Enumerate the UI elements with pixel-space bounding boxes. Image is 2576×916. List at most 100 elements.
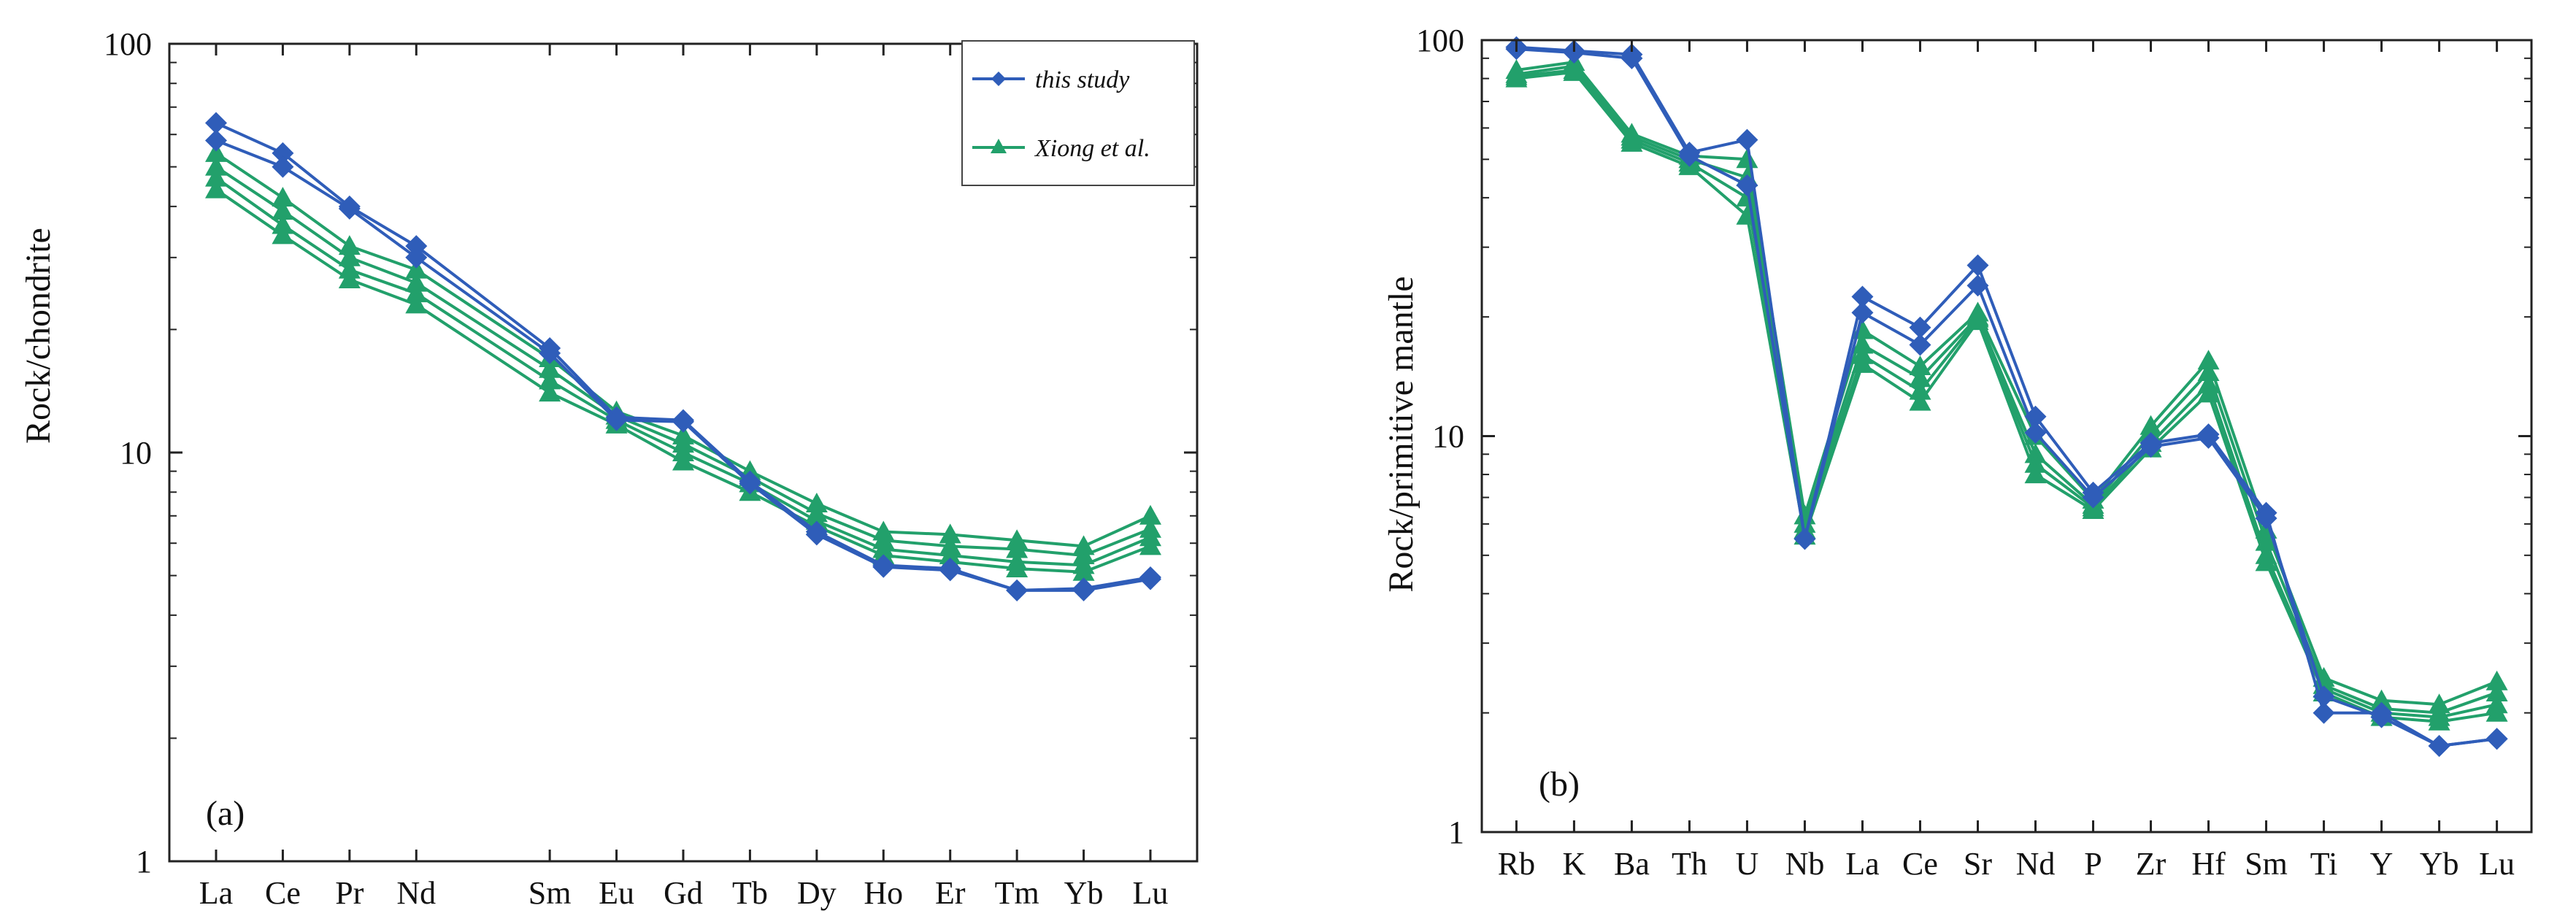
data-point-diamond (939, 559, 961, 582)
data-point-diamond (1736, 128, 1758, 151)
data-point-triangle (1736, 186, 1758, 207)
panel-a-x-tick-label-dy: Dy (797, 875, 837, 911)
panel-b-x-tick-label-rb: Rb (1498, 846, 1535, 882)
data-point-triangle (539, 358, 561, 378)
legend-box (961, 40, 1195, 186)
panel-b-x-tick-label-yb: Yb (2420, 846, 2459, 882)
data-point-triangle (2197, 361, 2220, 381)
data-point-triangle (272, 200, 294, 220)
panel-b-x-tick-label-k: K (1563, 846, 1586, 882)
panel-b-y-axis-label: Rock/primitive mantle (1382, 276, 1420, 592)
panel-b-x-tick-label-th: Th (1672, 846, 1707, 882)
data-point-triangle (1851, 353, 1874, 373)
panel-b-x-tick-label-zr: Zr (2136, 846, 2166, 882)
panel-a-y-tick-label: 100 (104, 26, 152, 62)
panel-a-legend: this study Xiong et al. (961, 40, 1195, 186)
legend-xiong-marker (991, 139, 1007, 153)
data-point-diamond (2370, 706, 2393, 728)
data-point-diamond (1072, 579, 1095, 601)
data-point-triangle (405, 293, 428, 314)
data-point-triangle (405, 272, 428, 292)
data-point-triangle (1909, 390, 1931, 411)
data-point-triangle (1139, 504, 1161, 525)
data-point-diamond (405, 246, 428, 269)
data-point-diamond (272, 155, 294, 178)
series-line (1516, 69, 2498, 719)
data-point-diamond (205, 112, 227, 134)
data-point-diamond (1006, 579, 1029, 601)
data-point-triangle (1909, 355, 1931, 375)
data-point-triangle (1736, 148, 1758, 169)
data-point-diamond (272, 142, 294, 164)
data-point-triangle (2485, 701, 2508, 722)
panel-a-y-axis-label: Rock/chondrite (19, 228, 58, 444)
data-point-triangle (2197, 382, 2220, 403)
panel-b-series-this-study-1 (1505, 38, 2508, 758)
panel-b-x-tick-label-u: U (1736, 846, 1759, 882)
panel-b-x-tick-label-nd: Nd (2016, 846, 2056, 882)
panel-b-x-tick-label-ce: Ce (1902, 846, 1938, 882)
panel-a-x-tick-label-ho: Ho (864, 875, 903, 911)
data-point-triangle (539, 369, 561, 390)
panel-a-x-tick-label-la: La (199, 875, 233, 911)
panel-a-x-tick-label-tb: Tb (732, 875, 768, 911)
data-point-triangle (1505, 67, 1528, 88)
data-point-diamond (872, 555, 895, 578)
data-point-diamond (1139, 568, 1161, 590)
data-point-triangle (272, 224, 294, 245)
data-point-diamond (2197, 426, 2220, 449)
panel-b-y-tick-label: 100 (1416, 23, 1464, 58)
data-point-diamond (2312, 701, 2335, 724)
panel-a-x-tick-label-lu: Lu (1133, 875, 1169, 911)
data-point-triangle (1966, 310, 1989, 331)
data-point-triangle (2024, 463, 2047, 484)
data-point-triangle (1851, 334, 1874, 354)
data-point-diamond (205, 129, 227, 152)
panel-b-x-tick-label-sm: Sm (2245, 846, 2288, 882)
panel-b-x-tick-label-sr: Sr (1964, 846, 1992, 882)
data-point-triangle (2024, 453, 2047, 473)
chart-panel-a: 1 10 100 La Ce Pr Nd Sm Eu Gd Tb Dy Ho Er Tm Yb Lu Rock/… (19, 26, 1199, 911)
data-point-diamond (2139, 436, 2162, 458)
data-point-diamond (1851, 285, 1874, 308)
data-point-triangle (1072, 561, 1095, 581)
panel-a-axes-layer: 1 10 100 La Ce Pr Nd Sm Eu Gd Tb Dy Ho Er Tm Yb Lu (104, 26, 1197, 911)
panel-b-series-layer (1505, 36, 2508, 758)
data-point-diamond (2312, 685, 2335, 708)
series-line (215, 165, 1151, 558)
data-point-triangle (205, 142, 227, 162)
panel-b-axes-layer: 1 10 100 Rb K Ba Th U Nb La Ce Sr Nd P Zr Hf Sm Ti Y Yb Lu (1416, 23, 2531, 882)
data-point-diamond (405, 235, 428, 258)
panel-b-label: (b) (1539, 765, 1580, 804)
chart-panel-b: 1 10 100 Rb K Ba Th U Nb La Ce Sr Nd P Zr Hf Sm Ti Y Yb Lu R… (1382, 23, 2533, 882)
panel-b-x-tick-label-p: P (2084, 846, 2102, 882)
panel-a-x-tick-label-pr: Pr (335, 875, 364, 911)
data-point-diamond (2255, 507, 2277, 530)
data-point-diamond (1563, 42, 1585, 64)
legend-this-study-marker (991, 72, 1006, 86)
data-point-triangle (2197, 350, 2220, 370)
panel-a-x-tick-label-sm: Sm (528, 875, 572, 911)
data-point-diamond (539, 342, 561, 364)
data-point-triangle (405, 258, 428, 279)
panel-b-y-tick-label: 10 (1432, 419, 1464, 455)
panel-b-x-tick-label-y: Y (2370, 846, 2394, 882)
data-point-diamond (805, 523, 828, 546)
data-point-triangle (2255, 551, 2277, 571)
data-point-diamond (739, 472, 761, 495)
data-point-diamond (1678, 145, 1701, 167)
series-line (1516, 47, 2497, 748)
panel-a-y-tick-label: 10 (120, 435, 152, 471)
data-point-triangle (338, 268, 361, 288)
legend-xiong-label: Xiong et al. (1034, 135, 1150, 162)
panel-a-y-tick-label: 1 (136, 844, 152, 880)
data-point-diamond (2082, 486, 2104, 509)
data-point-diamond (1909, 316, 1931, 339)
series-line (215, 188, 1151, 574)
data-point-diamond (672, 410, 694, 433)
data-point-triangle (205, 166, 227, 187)
series-line (215, 139, 1151, 592)
data-point-triangle (539, 382, 561, 402)
data-point-diamond (1966, 254, 1989, 277)
